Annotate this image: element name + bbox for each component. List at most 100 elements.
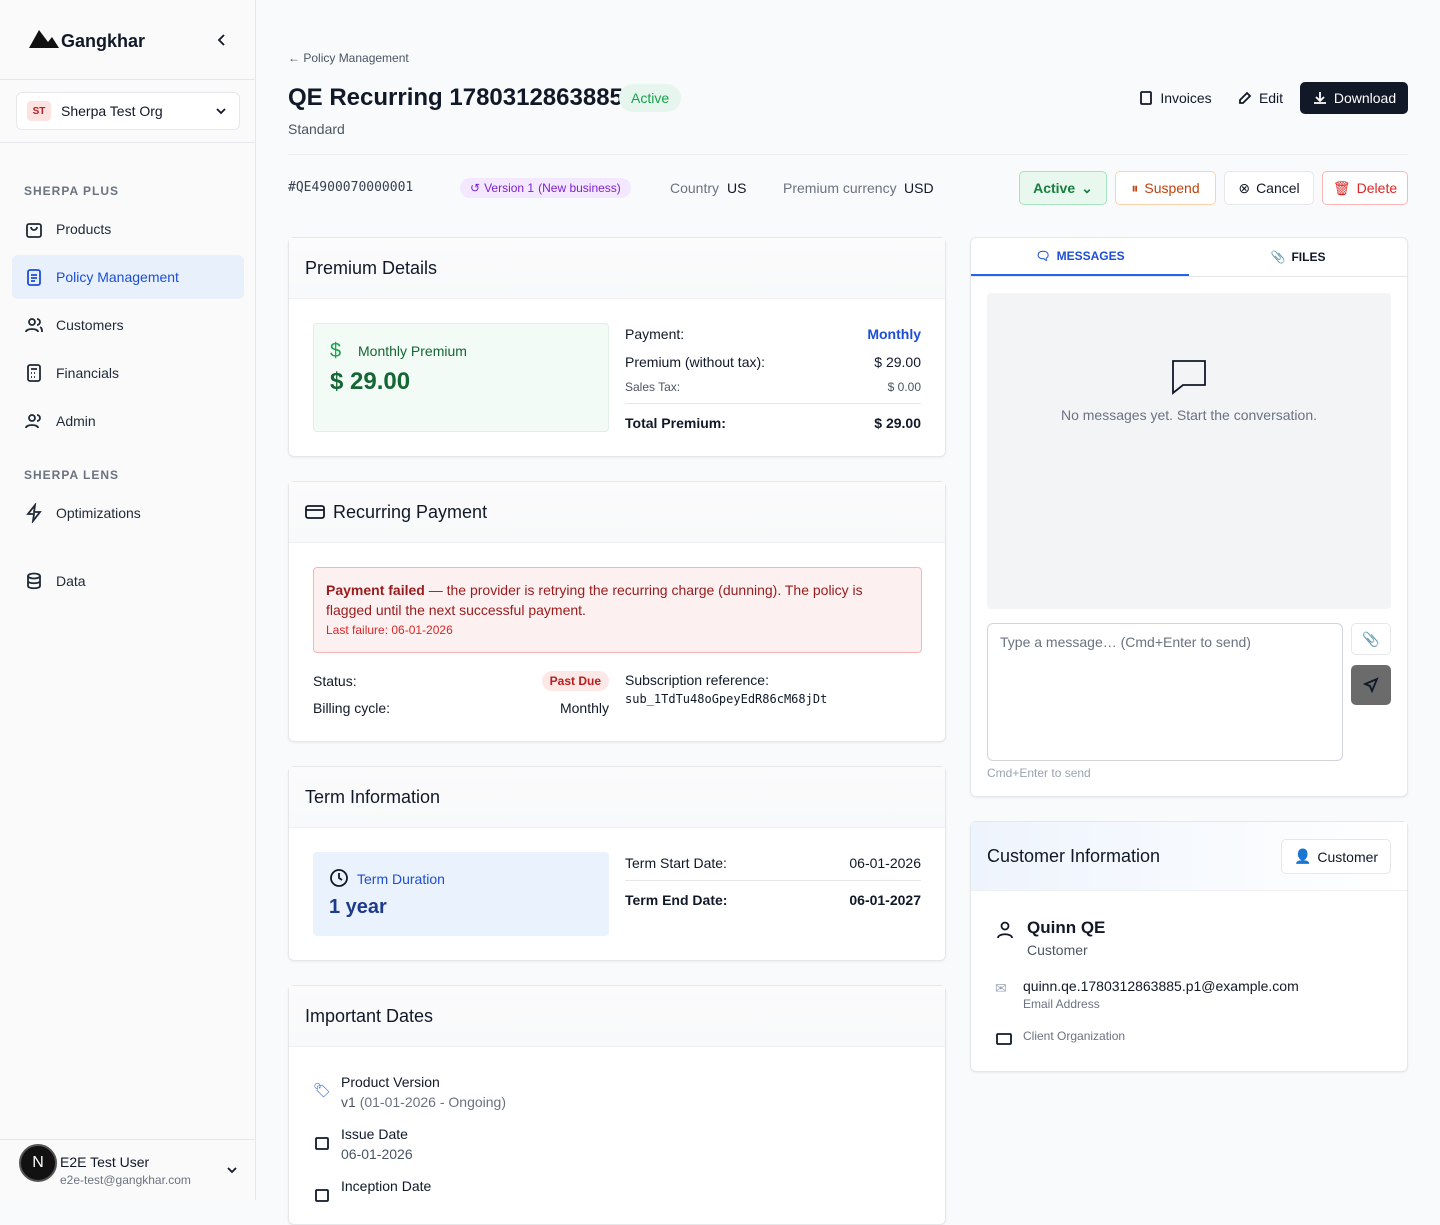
button-label: Cancel [1256,180,1300,196]
nav-label: Optimizations [56,505,141,521]
mail-icon: ✉ [995,980,1007,996]
currency: USD [904,180,934,196]
recurring-card: Recurring Payment Payment failed — the p… [288,481,946,742]
card-icon [305,505,325,519]
country-label: Country [670,180,720,196]
payment-alert: Payment failed — the provider is retryin… [313,567,922,653]
row-label: Payment: [625,326,685,342]
message-input[interactable]: Type a message… (Cmd+Enter to send) [987,623,1343,761]
chevron[interactable] [226,1164,238,1176]
section-title: SHERPA LENS [24,468,120,482]
cancel-button[interactable]: ⊗ Cancel [1224,171,1314,205]
term-card: Term Information Term Duration 1 year Te… [288,766,946,961]
divider [625,403,921,404]
tab[interactable]: 🗨 MESSAGES [971,238,1189,276]
sidebar: Gangkhar ST Sherpa Test Org SHERPA PLUS … [0,0,256,1200]
divider [0,142,255,143]
placeholder: Type a message… (Cmd+Enter to send) [1000,634,1251,650]
edit-button[interactable]: Edit [1230,82,1290,114]
billing-row: Billing cycle: Monthly [313,700,609,716]
version-value: v1 [341,1094,356,1110]
delete-button[interactable]: 🗑 Delete [1322,171,1408,205]
date-value: 06-01-2026 [341,1146,413,1162]
tab[interactable]: 📎 FILES [1270,250,1326,264]
nav-label: Products [56,221,112,237]
org-initials: ST [27,101,51,121]
sub-label: Subscription reference: [625,672,769,688]
nav-item[interactable]: Financials [12,351,244,395]
subtitle: Standard [288,121,345,137]
version: Version 1 [484,181,535,195]
card-header: Recurring Payment [289,482,945,543]
icon [27,269,41,286]
message-list: No messages yet. Start the conversation. [987,293,1391,609]
icon [1363,677,1379,693]
button-label: Suspend [1144,180,1200,196]
icon [1313,92,1326,104]
hint: Cmd+Enter to send [987,766,1091,780]
status-select[interactable]: Active ⌄ [1019,171,1107,205]
duration-box: Term Duration 1 year [313,852,609,936]
duration-label: Term Duration [357,871,445,887]
row-label: Term Start Date: [625,855,727,871]
nav-item[interactable]: Customers [12,303,244,347]
date-value: v1 (01-01-2026 - Ongoing) [341,1094,506,1110]
nav-item[interactable]: Policy Management [12,255,244,299]
nav-label: Policy Management [56,269,179,285]
org-switcher[interactable]: ST Sherpa Test Org [16,92,240,130]
row-label: Premium (without tax): [625,354,766,370]
suspend-button[interactable]: ⏸ Suspend [1115,171,1216,205]
download-button[interactable]: Download [1300,82,1408,114]
premium-row: Payment: Monthly [625,326,921,342]
nav-item[interactable]: Optimizations [12,491,244,535]
icon [27,364,41,382]
currency-label: Premium currency [783,180,897,196]
messages-card: 🗨 MESSAGES 📎 FILES No messages yet. Star… [970,237,1408,797]
version-badge: ↺ Version 1 (New business) [460,178,631,198]
divider [625,880,921,881]
premium-row: Sales Tax: $ 0.00 [625,380,921,394]
button-label: Active [1033,180,1076,196]
divider [0,79,255,80]
chevron [216,108,226,115]
user-name: E2E Test User [60,1154,150,1170]
avatar: N [19,1144,57,1182]
icon [1140,91,1153,105]
sub-ref: sub_1TdTu48oGpeyEdR86cM68jDt [625,692,828,706]
button-label: Invoices [1160,90,1212,106]
send-button[interactable] [1351,665,1391,705]
user-email: e2e-test@gangkhar.com [60,1173,191,1187]
row-label: Status: [313,673,357,689]
card-title: Important Dates [289,986,945,1047]
nav-item[interactable]: Admin [12,399,244,443]
alert-text: — the provider is retrying the recurring… [326,582,863,618]
card-title: Recurring Payment [333,501,488,522]
nav-item[interactable]: Data [12,559,244,603]
customer-button[interactable]: 👤 Customer [1281,839,1391,874]
icon [27,572,41,590]
date-label: Product Version [341,1074,440,1090]
alert-title: Payment failed [326,582,425,598]
row-value: $ 29.00 [874,354,921,370]
row-value: Monthly [867,326,921,342]
icon [26,223,42,238]
nav-item[interactable]: Products [12,207,244,251]
nav-label: Customers [56,317,124,333]
attach-button[interactable]: 📎 [1351,623,1391,655]
org-name: Sherpa Test Org [61,103,163,119]
term-row: Term End Date: 06-01-2027 [625,892,921,908]
invoices-button[interactable]: Invoices [1130,82,1220,114]
breadcrumb[interactable]: ← Policy Management [288,51,409,65]
dollar-icon: $ [330,340,342,362]
customer-email: quinn.qe.1780312863885.p1@example.com [1023,978,1299,994]
page: Policy {"sidebar":{"brand":"Gangkhar","o… [0,0,1408,1225]
row-value: $ 29.00 [874,415,921,431]
row-value: 06-01-2026 [849,855,921,871]
version-range: (01-01-2026 - Ongoing) [359,1094,506,1110]
divider [288,154,1408,155]
premium-amount: $ 29.00 [330,368,411,395]
tab-label: FILES [1291,250,1326,264]
collapse[interactable] [214,32,230,48]
tag-icon: 🏷 [313,1082,331,1098]
org-label: Client Organization [1023,1029,1126,1043]
